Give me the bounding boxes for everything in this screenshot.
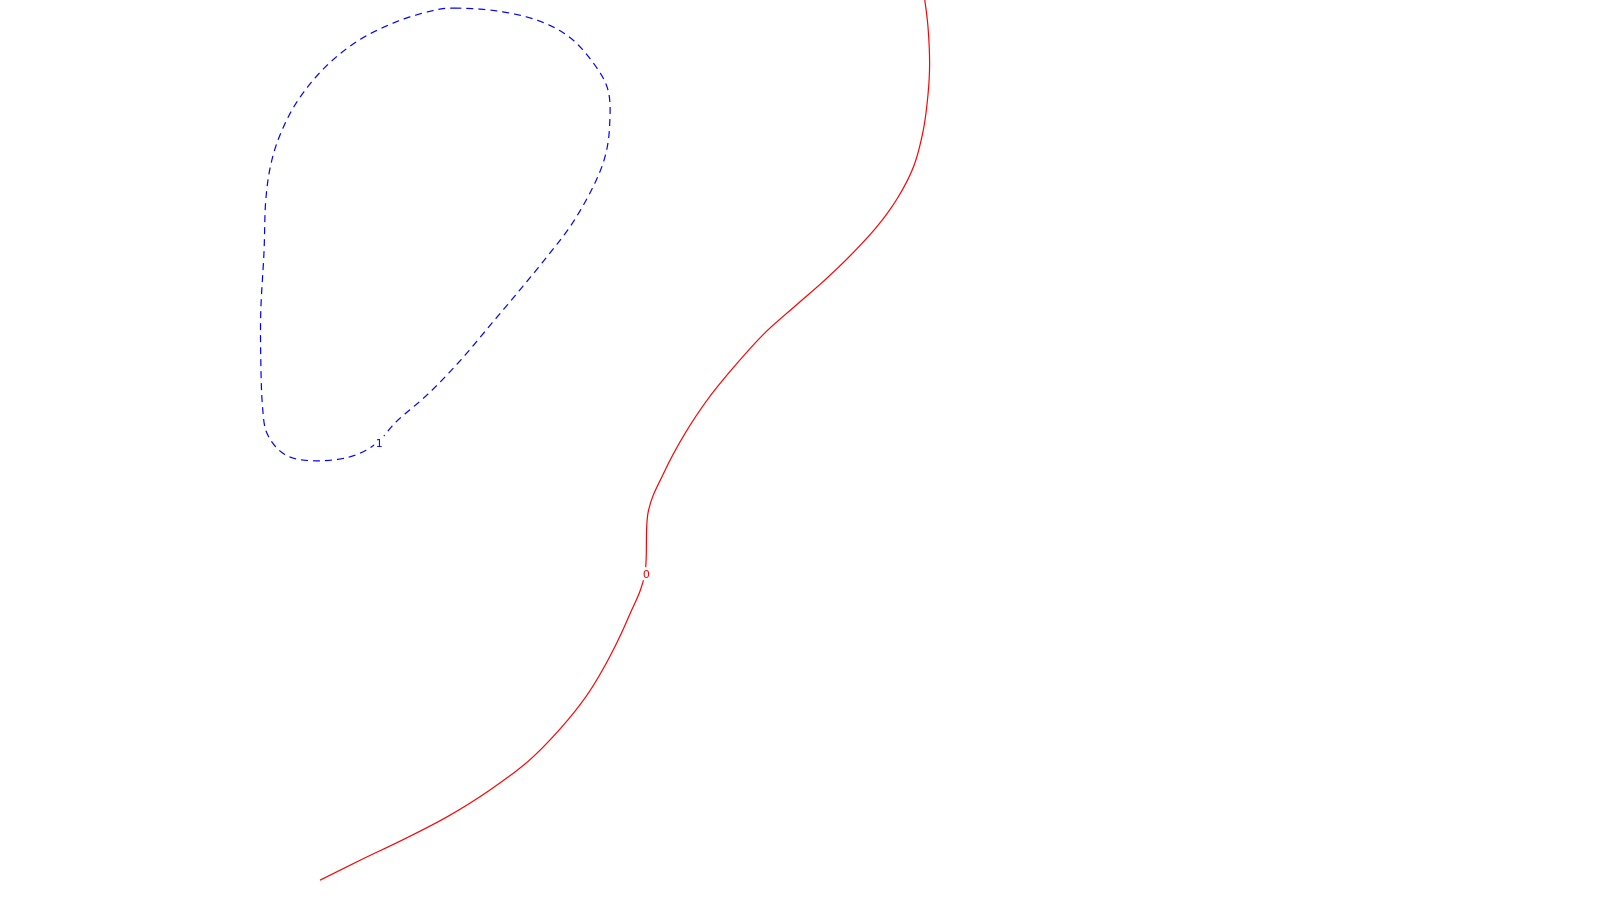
contour-label-1: 1 — [376, 437, 383, 450]
contour-line-level-0 — [319, 0, 931, 881]
contour-label-background — [641, 567, 652, 581]
contour-label-background — [374, 435, 385, 449]
contour-label-0: 0 — [643, 568, 650, 581]
contour-line-level-1 — [259, 7, 611, 462]
